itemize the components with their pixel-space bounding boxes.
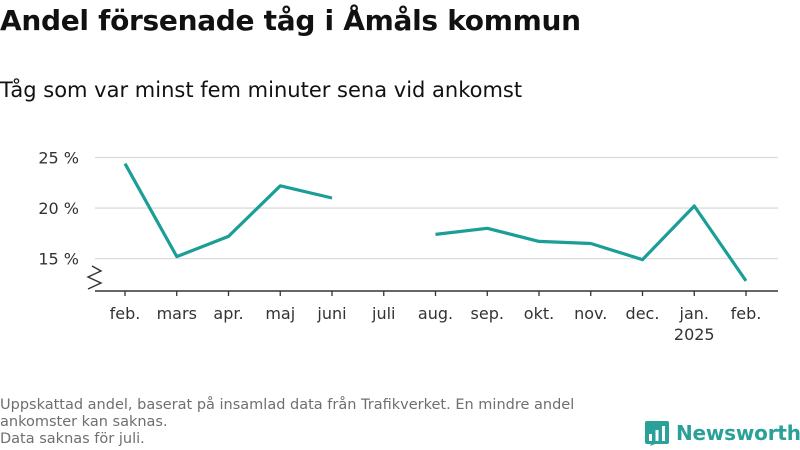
x-tick-label: sep. xyxy=(471,304,504,323)
x-tick-label: nov. xyxy=(574,304,607,323)
x-tick-label: feb. xyxy=(731,304,762,323)
x-tick-label: apr. xyxy=(213,304,243,323)
axis-break-icon xyxy=(86,265,103,290)
x-axis xyxy=(86,265,778,296)
line-chart: 15 % 20 % 25 % feb. mars apr. maj juni juli aug.… xyxy=(38,149,778,344)
x-axis-tick-labels: feb. mars apr. maj juni juli aug. sep. okt. nov. d… xyxy=(110,304,762,344)
bar-chart-logo-icon xyxy=(645,421,669,446)
x-tick-label: jan. xyxy=(679,304,709,323)
x-tick-label: maj xyxy=(265,304,295,323)
series-line xyxy=(123,162,333,259)
y-tick-label: 20 % xyxy=(38,199,79,218)
y-axis-tick-labels: 15 % 20 % 25 % xyxy=(38,149,79,269)
chart-subtitle: Tåg som var minst fem minuter sena vid a… xyxy=(0,78,523,102)
footnote: Uppskattad andel, baserat på insamlad da… xyxy=(0,397,630,448)
x-tick-label: juli xyxy=(371,304,395,323)
x-tick-label: feb. xyxy=(110,304,141,323)
data-series xyxy=(123,162,748,282)
x-tick-label: mars xyxy=(157,304,197,323)
y-tick-label: 25 % xyxy=(38,149,79,168)
y-tick-label: 15 % xyxy=(38,250,79,269)
gridlines xyxy=(95,156,778,260)
brand-name: Newsworthy xyxy=(676,421,800,445)
series-line xyxy=(435,204,748,282)
chart-title: Andel försenade tåg i Åmåls kommun xyxy=(0,4,581,37)
footnote-line-2: Data saknas för juli. xyxy=(0,431,145,447)
x-tick-label: dec. xyxy=(626,304,660,323)
newsworthy-brand[interactable]: Newsworthy xyxy=(645,420,800,446)
x-year-label: 2025 xyxy=(674,325,715,344)
x-tick-label: aug. xyxy=(418,304,453,323)
x-tick-label: okt. xyxy=(524,304,554,323)
footnote-line-1: Uppskattad andel, baserat på insamlad da… xyxy=(0,397,575,430)
x-tick-label: juni xyxy=(316,304,346,323)
